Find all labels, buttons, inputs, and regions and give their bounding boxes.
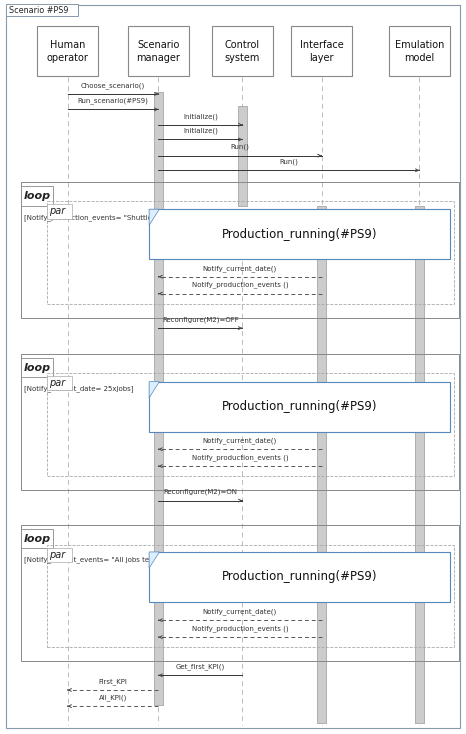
Text: loop: loop bbox=[24, 534, 51, 544]
Text: Notify_current_date(): Notify_current_date() bbox=[203, 608, 277, 615]
Text: par: par bbox=[49, 378, 65, 388]
Text: Get_first_KPI(): Get_first_KPI() bbox=[176, 664, 225, 670]
Text: Notify_production_events (): Notify_production_events () bbox=[192, 625, 288, 632]
Text: Human
operator: Human operator bbox=[47, 40, 89, 62]
Text: Control
system: Control system bbox=[225, 40, 260, 62]
Bar bbox=[149, 382, 450, 432]
Polygon shape bbox=[149, 382, 159, 398]
Text: Interface
layer: Interface layer bbox=[300, 40, 343, 62]
Text: Initialize(): Initialize() bbox=[183, 128, 218, 134]
Polygon shape bbox=[149, 552, 159, 568]
Text: Production_running(#PS9): Production_running(#PS9) bbox=[222, 570, 377, 584]
Text: Notify_current_date(): Notify_current_date() bbox=[203, 265, 277, 272]
Bar bbox=[47, 201, 454, 304]
Text: All_KPI(): All_KPI() bbox=[99, 694, 127, 701]
Text: par: par bbox=[49, 206, 65, 217]
Bar bbox=[128, 26, 189, 76]
Bar bbox=[389, 26, 450, 76]
Bar bbox=[149, 209, 450, 259]
Bar bbox=[212, 26, 273, 76]
Bar bbox=[21, 354, 459, 490]
Text: Production_running(#PS9): Production_running(#PS9) bbox=[222, 228, 377, 241]
Text: Run(): Run() bbox=[280, 159, 298, 165]
Text: Run(): Run() bbox=[231, 144, 249, 150]
Text: [Notify_current_date= 25xjobs]: [Notify_current_date= 25xjobs] bbox=[24, 385, 133, 393]
Bar bbox=[47, 548, 72, 562]
Bar bbox=[47, 373, 454, 476]
Bar bbox=[21, 525, 459, 661]
Bar bbox=[6, 4, 78, 16]
Text: Production_running(#PS9): Production_running(#PS9) bbox=[222, 400, 377, 413]
Bar bbox=[37, 26, 98, 76]
Text: Notify_current_date(): Notify_current_date() bbox=[203, 437, 277, 444]
Text: Notify_production_events (): Notify_production_events () bbox=[192, 454, 288, 461]
Bar bbox=[154, 92, 163, 705]
Text: First_KPI: First_KPI bbox=[99, 678, 127, 685]
Text: Initialize(): Initialize() bbox=[183, 113, 218, 120]
Text: par: par bbox=[49, 550, 65, 560]
Bar bbox=[47, 204, 72, 219]
Bar bbox=[21, 529, 53, 548]
Polygon shape bbox=[149, 209, 159, 225]
Text: Notify_production_events (): Notify_production_events () bbox=[192, 282, 288, 288]
Text: Emulation
model: Emulation model bbox=[395, 40, 444, 62]
Text: [Notify_current_events= "All jobs terminated"]: [Notify_current_events= "All jobs termin… bbox=[24, 556, 186, 564]
Bar bbox=[149, 552, 450, 602]
Bar bbox=[21, 358, 53, 377]
Bar bbox=[317, 206, 326, 723]
Text: loop: loop bbox=[24, 191, 51, 201]
Text: Reconfigure(M2)=ON: Reconfigure(M2)=ON bbox=[164, 489, 237, 495]
Bar bbox=[21, 186, 53, 206]
Bar bbox=[21, 182, 459, 318]
Bar bbox=[47, 376, 72, 390]
Text: Reconfigure(M2)=OFF: Reconfigure(M2)=OFF bbox=[162, 316, 239, 323]
Bar bbox=[415, 206, 424, 723]
Bar bbox=[238, 106, 247, 206]
Text: [Notify_production_events= "Shuttle leaves M2"]: [Notify_production_events= "Shuttle leav… bbox=[24, 214, 195, 221]
Bar bbox=[291, 26, 352, 76]
Text: Run_scenario(#PS9): Run_scenario(#PS9) bbox=[77, 98, 149, 104]
Text: loop: loop bbox=[24, 363, 51, 373]
Text: Choose_scenario(): Choose_scenario() bbox=[81, 82, 145, 89]
Bar bbox=[47, 545, 454, 647]
Text: Scenario #PS9: Scenario #PS9 bbox=[9, 6, 69, 15]
Text: Scenario
manager: Scenario manager bbox=[137, 40, 180, 62]
